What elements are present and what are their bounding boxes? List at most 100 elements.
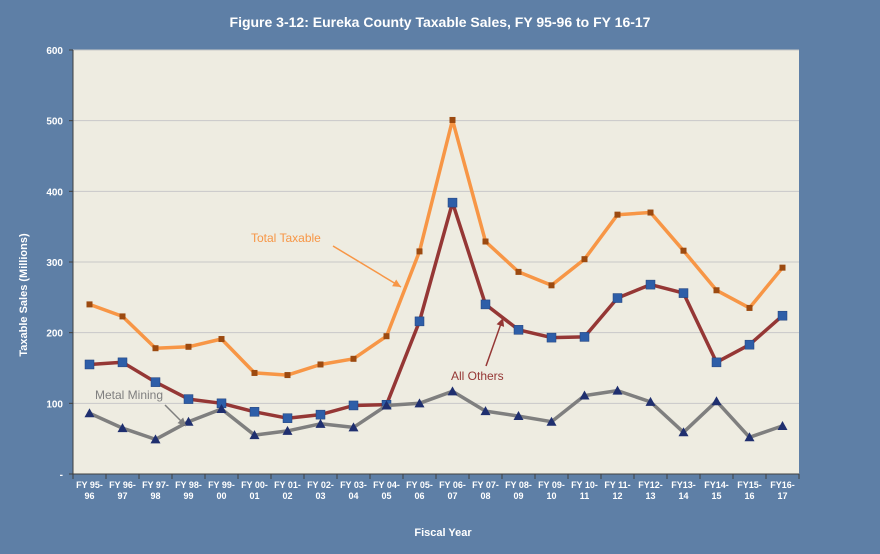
- all-others-point: [579, 332, 590, 342]
- metal-mining-point: [480, 406, 491, 416]
- total-taxable-point: [581, 256, 588, 263]
- chart-title: Figure 3-12: Eureka County Taxable Sales…: [229, 14, 651, 30]
- x-tick-label: FY 09-: [538, 480, 565, 490]
- x-tick-label: 98: [150, 491, 160, 501]
- total-taxable-point: [779, 264, 786, 271]
- x-tick-label: FY14-: [704, 480, 729, 490]
- y-tick-label: 600: [46, 46, 63, 57]
- x-tick-label: FY 05-: [406, 480, 433, 490]
- all-others-annotation-label: All Others: [451, 369, 504, 383]
- total-taxable-point: [317, 361, 324, 368]
- total-taxable-point: [185, 343, 192, 350]
- metal-mining-point: [645, 396, 656, 406]
- x-tick-label: FY 02-: [307, 480, 334, 490]
- x-tick-label: FY 01-: [274, 480, 301, 490]
- metal-mining-point: [414, 398, 425, 408]
- x-tick-label: FY 95-: [76, 480, 103, 490]
- total-taxable-point: [350, 355, 357, 362]
- x-tick-label: FY 07-: [472, 480, 499, 490]
- x-tick-label: FY 96-: [109, 480, 136, 490]
- x-tick-label: 14: [678, 491, 688, 501]
- all-others-line: [89, 200, 784, 420]
- metal-mining-point: [117, 423, 128, 433]
- all-others-point: [117, 357, 128, 368]
- x-tick-label: 15: [711, 491, 721, 501]
- all-others-point: [480, 299, 491, 310]
- x-tick-label: 09: [513, 491, 523, 501]
- all-others-point: [744, 339, 755, 350]
- x-tick-label: 01: [249, 491, 259, 501]
- metal-mining-point: [447, 386, 458, 396]
- metal-mining-point: [150, 434, 161, 444]
- total-taxable-point: [416, 248, 423, 255]
- y-tick-label: 200: [46, 329, 63, 340]
- metal-mining-point: [513, 411, 524, 421]
- all-others-point: [249, 407, 260, 417]
- total-taxable-point: [86, 301, 93, 308]
- metal-mining-point: [282, 425, 293, 435]
- metal-mining-point: [315, 418, 326, 428]
- x-tick-label: FY12-: [638, 480, 663, 490]
- metal-mining-point: [546, 416, 557, 426]
- x-tick-label: 06: [414, 491, 424, 501]
- x-tick-label: FY 10-: [571, 480, 598, 490]
- x-tick-label: 10: [546, 491, 556, 501]
- all-others-point: [414, 316, 425, 327]
- metal-mining-point: [744, 432, 755, 442]
- series-layer: [84, 116, 788, 444]
- metal-mining-line: [88, 388, 784, 442]
- y-tick-label: 400: [46, 187, 63, 198]
- total-taxable-point: [251, 369, 258, 376]
- total-taxable-annotation-label: Total Taxable: [251, 231, 321, 245]
- total-taxable-point: [152, 345, 159, 352]
- total-taxable-arrowhead: [392, 279, 401, 287]
- grid-lines: [73, 49, 799, 404]
- x-tick-label: 12: [612, 491, 622, 501]
- x-tick-label: FY 97-: [142, 480, 169, 490]
- total-taxable-point: [383, 333, 390, 340]
- total-taxable-point: [482, 238, 489, 245]
- total-taxable-point: [449, 116, 456, 123]
- all-others-point: [645, 279, 656, 290]
- total-taxable-point: [119, 313, 126, 320]
- total-taxable-point: [647, 209, 654, 216]
- metal-mining-annotation-label: Metal Mining: [95, 388, 163, 402]
- x-tick-label: 99: [183, 491, 193, 501]
- y-axis-title: Taxable Sales (Millions): [18, 233, 30, 357]
- x-tick-label: FY 11-: [604, 480, 630, 490]
- x-tick-label: FY15-: [737, 480, 762, 490]
- total-taxable-point: [515, 268, 522, 275]
- x-tick-label: 04: [348, 491, 358, 501]
- y-tick-label: 300: [46, 258, 63, 269]
- metal-mining-point: [612, 385, 623, 395]
- x-tick-label: FY13-: [671, 480, 696, 490]
- x-tick-label: 17: [777, 491, 787, 501]
- x-tick-label: FY 08-: [505, 480, 532, 490]
- all-others-point: [150, 377, 161, 387]
- all-others-annotation-arrow: [485, 317, 504, 367]
- x-tick-label: FY 99-: [208, 480, 235, 490]
- x-axis-title: Fiscal Year: [414, 527, 472, 539]
- total-taxable-point: [284, 372, 291, 379]
- x-tick-label: 97: [117, 491, 127, 501]
- metal-mining-point: [249, 430, 260, 440]
- all-others-point: [612, 293, 623, 303]
- total-taxable-point: [548, 282, 555, 289]
- all-others-point: [84, 359, 95, 370]
- x-tick-label: 96: [84, 491, 94, 501]
- metal-mining-point: [711, 396, 722, 406]
- y-tick-label: -: [60, 470, 63, 481]
- x-tick-label: FY 04-: [373, 480, 400, 490]
- metal-mining-point: [777, 420, 788, 430]
- x-tick-label: FY16-: [770, 480, 795, 490]
- total-taxable-point: [614, 211, 621, 218]
- metal-mining-point: [678, 427, 689, 437]
- x-tick-label: 13: [645, 491, 655, 501]
- all-others-point: [546, 332, 557, 343]
- x-tick-label: 00: [216, 491, 226, 501]
- x-tick-label: 07: [447, 491, 457, 501]
- total-taxable-annotation-arrow: [332, 245, 402, 288]
